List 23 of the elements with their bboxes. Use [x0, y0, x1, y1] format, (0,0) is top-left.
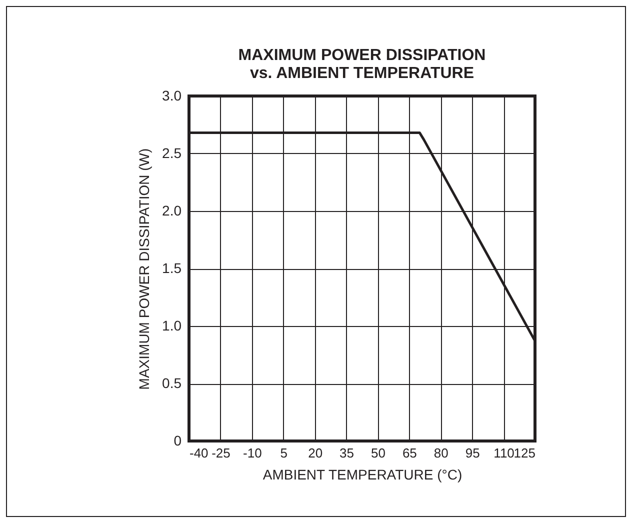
y-axis-title: MAXIMUM POWER DISSIPATION (W) [136, 148, 152, 390]
x-tick-label: 5 [280, 446, 288, 460]
x-tick-label: -10 [243, 446, 262, 460]
x-tick-label: -25 [212, 446, 230, 460]
y-tick-label: 3.0 [162, 88, 182, 104]
x-tick-label: 50 [370, 446, 386, 460]
text: vs. AMBIENT TEMPERATURE [250, 65, 474, 82]
y-tick-label: 1.5 [162, 260, 182, 276]
x-tick-label: -40 [190, 446, 208, 460]
x-tick-label: 80 [434, 446, 448, 460]
x-tick-label: 125 [514, 446, 536, 460]
y-tick-label: 0.5 [162, 375, 182, 391]
y-tick-label: 1.0 [162, 318, 182, 334]
x-tick-label: 65 [402, 446, 417, 460]
text: MAXIMUM POWER DISSIPATION [238, 47, 486, 64]
x-tick-label: 95 [465, 446, 480, 460]
y-tick-label: 2.0 [162, 202, 182, 218]
x-tick-label: 35 [340, 446, 354, 460]
y-tick-label: 2.5 [162, 145, 182, 161]
x-axis-title: AMBIENT TEMPERATURE (°C) [262, 466, 462, 482]
x-tick-label: 20 [308, 446, 323, 460]
x-tick-label: 110 [494, 446, 514, 460]
y-tick-label: 0 [174, 432, 182, 448]
